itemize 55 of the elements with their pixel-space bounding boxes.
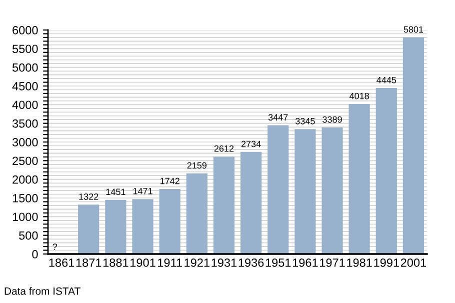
text: Data from ISTAT xyxy=(4,287,80,295)
data-label: 4018 xyxy=(349,92,369,100)
data-label: 1322 xyxy=(79,193,98,200)
bar xyxy=(132,199,154,254)
x-tick-label: 2001 xyxy=(400,258,426,267)
x-tick-label: 1981 xyxy=(347,258,372,267)
y-tick-label: 4500 xyxy=(12,82,38,90)
bar xyxy=(348,104,370,254)
y-tick-label: 1000 xyxy=(12,212,38,222)
x-tick-label: 1911 xyxy=(158,258,182,267)
data-label: 4445 xyxy=(376,76,396,84)
x-tick-label: 1951 xyxy=(266,258,291,267)
bar xyxy=(376,88,397,254)
data-label: 3389 xyxy=(322,116,342,123)
y-tick-label: 5000 xyxy=(12,63,38,72)
y-tick-label: 2500 xyxy=(12,156,38,166)
data-label: 3345 xyxy=(295,118,315,124)
data-label: 1742 xyxy=(160,178,180,184)
x-tick-label: 1961 xyxy=(292,258,318,267)
bar xyxy=(105,200,126,254)
data-label: 2159 xyxy=(187,162,207,169)
y-tick-label: 500 xyxy=(19,231,38,240)
y-tick-label: 6000 xyxy=(12,26,38,34)
bar xyxy=(402,37,424,254)
bar xyxy=(322,127,343,254)
x-tick-label: 1881 xyxy=(103,258,128,267)
bar xyxy=(78,204,100,254)
x-tick-label: 1861 xyxy=(49,258,74,267)
x-tick-label: 1971 xyxy=(320,258,345,267)
y-tick-label: 3000 xyxy=(12,138,38,146)
x-tick-label: 1921 xyxy=(184,258,210,267)
y-tick-label: 1500 xyxy=(12,194,38,202)
bar xyxy=(186,173,208,254)
y-tick-label: 0 xyxy=(32,250,38,258)
bar xyxy=(268,125,289,254)
data-label: 2612 xyxy=(214,145,234,152)
y-tick-label: 2000 xyxy=(12,175,38,184)
x-tick-label: 1871 xyxy=(76,258,102,267)
x-tick-label: 1991 xyxy=(374,258,399,267)
bar xyxy=(159,188,180,254)
y-tick-label: 5500 xyxy=(12,44,38,54)
bar xyxy=(294,129,316,254)
bar xyxy=(240,152,262,254)
data-label: 1471 xyxy=(133,188,152,194)
data-label: 1451 xyxy=(106,188,126,196)
x-tick-label: 1936 xyxy=(238,258,264,267)
text: ? xyxy=(52,244,58,250)
data-label: 3447 xyxy=(268,114,288,121)
data-label: 2734 xyxy=(241,140,261,148)
x-tick-label: 1931 xyxy=(212,258,237,267)
data-label: 5801 xyxy=(404,26,424,33)
y-tick-label: 3500 xyxy=(12,119,38,128)
bar xyxy=(213,156,235,254)
x-tick-label: 1901 xyxy=(130,258,156,267)
y-tick-label: 4000 xyxy=(12,100,38,110)
